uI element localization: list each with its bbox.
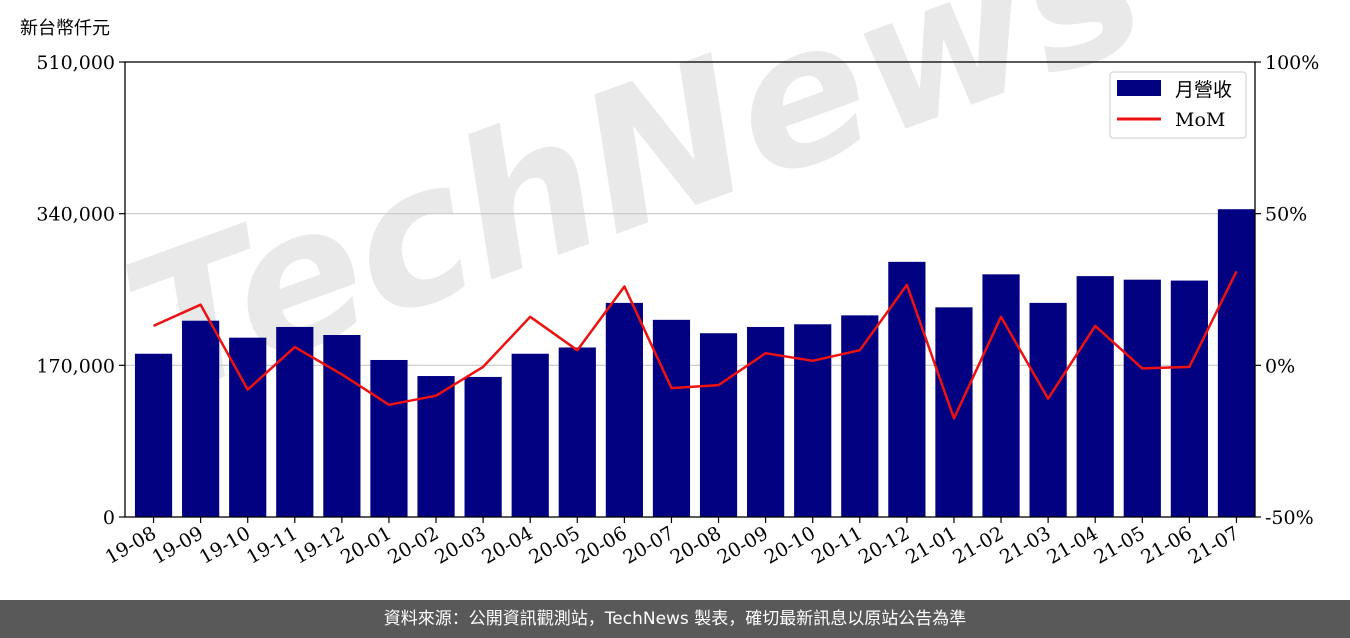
bar-20-03 [464, 376, 502, 517]
x-tick-label: 21-04 [1043, 522, 1101, 568]
bar-21-07 [1217, 209, 1256, 518]
x-tick-label: 20-01 [337, 522, 395, 568]
x-tick-label: 21-05 [1090, 522, 1148, 568]
bar-21-05 [1123, 279, 1161, 517]
x-tick-label: 20-02 [384, 522, 442, 568]
legend-label-revenue: 月營收 [1175, 79, 1232, 101]
x-tick-label: 19-09 [149, 522, 207, 568]
bar-20-09 [747, 326, 785, 517]
x-tick-label: 19-11 [243, 522, 301, 568]
revenue-chart: TechNews 0170,000340,000510,000-50%0%50%… [36, 0, 1319, 569]
x-tick-label: 19-10 [196, 522, 254, 568]
x-tick-label: 21-06 [1137, 522, 1195, 568]
bar-21-01 [935, 307, 973, 517]
right-tick-label: -50% [1265, 507, 1314, 529]
legend-label-mom: MoM [1175, 109, 1225, 131]
bar-19-09 [182, 320, 220, 517]
bar-19-08 [134, 353, 173, 517]
x-tick-label: 20-06 [572, 522, 630, 568]
bar-20-10 [794, 324, 832, 517]
bar-series [134, 209, 1256, 518]
x-tick-label: 21-03 [996, 522, 1054, 568]
bar-20-12 [888, 261, 926, 517]
x-tick-label: 19-08 [102, 522, 160, 568]
bar-20-01 [370, 359, 408, 517]
bar-20-06 [605, 302, 643, 517]
bar-20-02 [417, 376, 455, 517]
right-tick-label: 50% [1265, 204, 1307, 226]
y-axis-unit-label: 新台幣仟元 [20, 18, 110, 39]
bar-21-06 [1170, 280, 1208, 517]
right-tick-label: 100% [1265, 52, 1319, 74]
right-tick-label: 0% [1265, 355, 1295, 377]
x-tick-label: 21-01 [902, 522, 960, 568]
x-tick-label: 20-11 [808, 522, 866, 568]
bar-20-04 [511, 353, 549, 517]
mom-line-series [152, 270, 1238, 420]
x-tick-label: 20-07 [620, 522, 678, 568]
x-tick-label: 20-05 [525, 522, 583, 568]
left-tick-label: 0 [103, 507, 115, 529]
left-tick-label: 510,000 [36, 52, 115, 74]
x-tick-label: 20-10 [761, 522, 819, 568]
bar-19-12 [323, 335, 361, 517]
bar-20-07 [652, 319, 691, 517]
legend: 月營收 MoM [1109, 71, 1247, 139]
bar-21-04 [1076, 276, 1114, 517]
mom-line [152, 270, 1238, 420]
plot-frame [124, 61, 1256, 518]
x-tick-label: 20-03 [431, 522, 489, 568]
bar-20-05 [558, 347, 596, 517]
x-tick-label: 21-02 [949, 522, 1007, 568]
x-tick-label: 21-07 [1185, 522, 1243, 568]
x-tick-label: 20-08 [667, 522, 725, 568]
x-tick-label: 20-09 [714, 522, 772, 568]
left-tick-label: 170,000 [36, 355, 115, 377]
left-tick-label: 340,000 [36, 204, 115, 226]
x-tick-label: 20-12 [855, 522, 913, 568]
source-footer: 資料來源：公開資訊觀測站，TechNews 製表，確切最新訊息以原站公告為準 [0, 600, 1350, 638]
bar-21-03 [1029, 302, 1067, 517]
bar-20-11 [841, 315, 879, 517]
bar-20-08 [699, 333, 738, 517]
bar-21-02 [982, 274, 1020, 517]
x-tick-label: 20-04 [478, 522, 536, 568]
legend-swatch-revenue [1117, 80, 1161, 96]
x-tick-label: 19-12 [290, 522, 348, 568]
